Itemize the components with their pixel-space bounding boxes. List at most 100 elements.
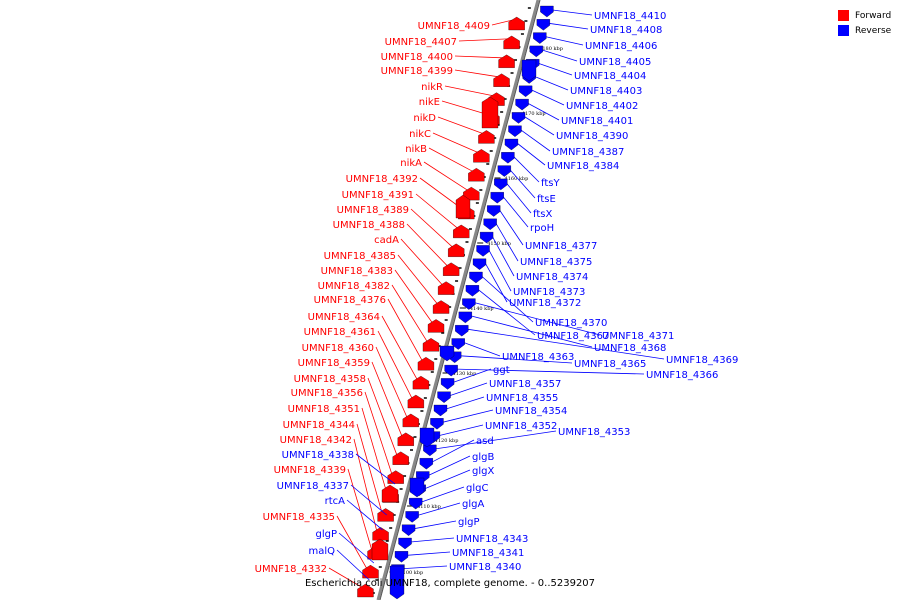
reverse-gene-block xyxy=(521,59,537,82)
forward-leader-line xyxy=(444,85,493,96)
forward-leader-line xyxy=(375,346,408,418)
tick-label: 4170 kbp xyxy=(522,111,546,117)
reverse-gene xyxy=(472,258,487,270)
reverse-leader-line xyxy=(431,439,475,463)
reverse-leader-line xyxy=(414,520,457,530)
reverse-gene-label: UMNF18_4366 xyxy=(646,370,718,381)
reverse-leader-line xyxy=(403,565,448,569)
reverse-leader-line xyxy=(435,430,557,450)
forward-leader-line xyxy=(397,254,438,304)
reverse-leader-line xyxy=(452,368,492,383)
forward-gene xyxy=(453,224,470,239)
forward-leader-line xyxy=(406,223,448,266)
reverse-gene-label: UMNF18_4402 xyxy=(566,101,638,112)
reverse-gene-label: UMNF18_4372 xyxy=(509,298,581,309)
forward-gene-label: UMNF18_4332 xyxy=(255,564,327,575)
reverse-leader-line xyxy=(481,275,534,323)
reverse-gene xyxy=(437,391,451,403)
reverse-gene-label-left: UMNF18_4337 xyxy=(277,481,349,492)
forward-leader-line xyxy=(391,284,428,342)
reverse-gene xyxy=(518,85,533,97)
reverse-gene-label: UMNF18_4408 xyxy=(590,25,662,36)
reverse-leader-line xyxy=(336,549,370,581)
reverse-leader-line xyxy=(488,249,512,292)
forward-leader-line xyxy=(423,161,468,191)
reverse-gene-label: UMNF18_4340 xyxy=(449,562,521,573)
reverse-gene-label-left: malQ xyxy=(308,546,335,557)
forward-gene xyxy=(437,281,455,295)
reverse-gene-label: UMNF18_4410 xyxy=(594,11,666,22)
forward-leader-line xyxy=(356,423,383,512)
reverse-gene-label: glgC xyxy=(466,483,488,494)
forward-gene-label: UMNF18_4399 xyxy=(381,66,453,77)
reverse-gene xyxy=(458,311,472,324)
reverse-leader-line xyxy=(445,396,485,410)
forward-gene-label: UMNF18_4360 xyxy=(302,343,374,354)
reverse-leader-line xyxy=(538,62,573,76)
tick-label: 4160 kbp xyxy=(505,176,529,182)
forward-leader-line xyxy=(381,315,418,380)
forward-gene-label: nikA xyxy=(400,158,422,169)
reverse-gene-label: UMNF18_4404 xyxy=(574,71,646,82)
reverse-gene-label: UMNF18_4365 xyxy=(574,359,646,370)
tick-label: 4130 kbp xyxy=(453,371,477,377)
reverse-gene-label: UMNF18_4371 xyxy=(602,331,674,342)
forward-gene-label: UMNF18_4344 xyxy=(283,420,355,431)
reverse-leader-line xyxy=(346,499,383,531)
forward-gene-label: UMNF18_4339 xyxy=(274,465,346,476)
reverse-leader-line xyxy=(491,235,515,277)
forward-gene-label: nikD xyxy=(413,113,436,124)
reverse-gene-label: UMNF18_4384 xyxy=(547,161,619,172)
reverse-gene xyxy=(469,271,483,284)
forward-gene-label: UMNF18_4335 xyxy=(263,512,335,523)
reverse-gene xyxy=(540,5,554,18)
forward-gene-label: nikE xyxy=(419,97,440,108)
reverse-leader-line xyxy=(477,288,536,336)
forward-gene xyxy=(463,186,480,201)
forward-gene xyxy=(432,300,450,314)
forward-leader-line xyxy=(377,330,413,399)
forward-gene-label: UMNF18_4388 xyxy=(333,220,405,231)
forward-leader-line xyxy=(410,208,453,248)
tick-label: 4100 kbp xyxy=(399,570,423,576)
reverse-leader-line xyxy=(350,484,387,516)
reverse-leader-line xyxy=(520,129,551,152)
reverse-gene xyxy=(455,325,469,337)
reverse-gene-label: UMNF18_4370 xyxy=(535,318,607,329)
legend: Forward Reverse xyxy=(838,8,891,38)
forward-gene-label: UMNF18_4358 xyxy=(294,374,366,385)
reverse-leader-line xyxy=(424,469,471,490)
forward-swatch xyxy=(838,10,849,21)
reverse-leader-line xyxy=(534,76,569,91)
forward-leader-line xyxy=(428,147,473,172)
forward-leader-line xyxy=(432,132,478,153)
forward-gene xyxy=(493,73,510,87)
forward-gene-label: UMNF18_4342 xyxy=(280,435,352,446)
reverse-gene xyxy=(536,19,551,31)
reverse-gene xyxy=(483,218,497,230)
reverse-gene xyxy=(401,524,416,536)
forward-leader-line xyxy=(364,391,393,474)
reverse-leader-line xyxy=(530,89,565,106)
forward-leader-line xyxy=(361,407,388,493)
reverse-leader-line xyxy=(406,551,451,556)
forward-gene-label: UMNF18_4359 xyxy=(298,358,370,369)
reverse-gene-label-left: glgP xyxy=(315,529,337,540)
forward-leader-line xyxy=(371,361,403,436)
reverse-leader-line xyxy=(498,209,524,246)
legend-reverse-label: Reverse xyxy=(855,25,892,36)
reverse-gene xyxy=(504,138,519,151)
forward-gene xyxy=(387,470,404,484)
reverse-gene-block xyxy=(409,477,425,498)
forward-leader-line xyxy=(454,69,498,78)
reverse-gene-label: UMNF18_4406 xyxy=(585,41,657,52)
reverse-leader-line xyxy=(438,424,484,436)
reverse-gene xyxy=(465,285,480,297)
reverse-leader-line xyxy=(516,142,546,166)
reverse-gene-label: UMNF18_4377 xyxy=(525,241,597,252)
reverse-gene-block xyxy=(439,345,455,362)
forward-gene-label: UMNF18_4385 xyxy=(324,251,396,262)
reverse-gene xyxy=(440,378,455,390)
forward-gene xyxy=(468,168,485,182)
